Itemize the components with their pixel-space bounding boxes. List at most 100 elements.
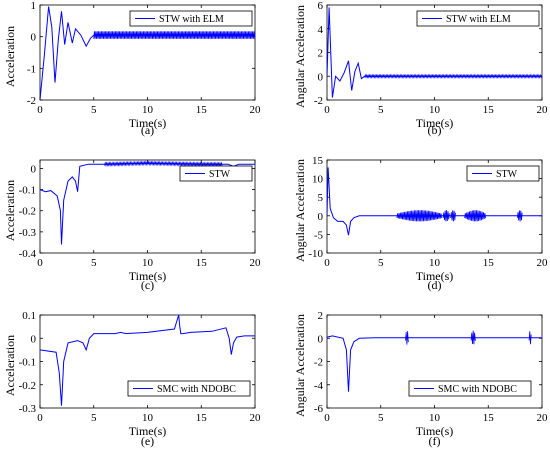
y-tick-label: -0.4 [19,248,37,260]
y-tick-label: -2 [314,95,323,107]
panel-caption: (e) [141,434,154,448]
chart-panel-d: 0 5 10 15 20 -10 -5 0 5 10 15 Time(s) Angular Accele… [293,155,548,292]
y-axis-label: Angular Acceleration [293,5,307,108]
y-axis-label: Acceleration [3,335,17,396]
legend-box: STW [179,165,253,182]
legend-label: SMC with NDOBC [438,384,517,395]
y-axis-label: Angular Acceleration [293,314,307,417]
y-tick-label: -2 [314,357,323,369]
panel-caption: (b) [428,123,442,137]
y-axis-label: Acceleration [3,26,17,87]
y-tick-label: 0 [318,333,324,345]
y-tick-label: -0.3 [19,227,37,239]
panel-caption: (d) [428,278,442,292]
series-oscillation [104,160,223,168]
y-axis-label: Angular Acceleration [293,159,307,262]
x-tick-label: 0 [37,412,43,424]
x-tick-label: 20 [537,412,549,424]
y-tick-label: 0.1 [22,310,36,322]
legend-label: STW [496,169,518,180]
x-tick-label: 20 [537,104,549,116]
legend-frame [466,165,540,182]
y-tick-label: 0 [31,32,37,44]
legend-frame [416,10,540,27]
legend-box: STW with ELM [416,10,540,27]
chart-panel-e: 0 5 10 15 20 -0.3 -0.2 -0.1 0 0.1 Time(s) Accelerat… [3,310,261,448]
y-tick-label: 2 [318,48,324,60]
y-tick-label: 0 [318,211,324,223]
y-tick-label: 0 [31,163,37,175]
y-tick-label: -2 [27,95,36,107]
x-axis-label: Time(s) [129,116,167,130]
y-tick-label: -1 [27,63,36,75]
series-oscillation [464,210,486,222]
y-tick-label: -0.2 [19,206,36,218]
legend-box: SMC with NDOBC [127,380,251,397]
y-tick-label: 1 [31,0,37,12]
x-tick-label: 0 [37,257,43,269]
x-axis-label: Time(s) [129,424,167,438]
legend-box: STW with ELM [129,10,253,27]
legend-frame [127,380,251,397]
y-tick-label: -0.3 [19,403,37,415]
y-tick-label: 2 [318,310,324,322]
y-tick-label: 4 [318,24,324,36]
y-tick-label: -0.1 [19,185,36,197]
x-tick-label: 10 [142,412,154,424]
y-tick-label: 5 [318,192,324,204]
x-tick-label: 15 [196,104,208,116]
x-tick-label: 15 [196,257,208,269]
series-oscillation [364,73,542,79]
x-tick-label: 0 [324,412,330,424]
x-tick-label: 0 [324,257,330,269]
series-line [327,7,542,98]
series-line [40,162,255,245]
x-tick-label: 5 [91,104,97,116]
series-oscillation [396,210,443,222]
y-tick-label: 0 [31,333,37,345]
legend-box: STW [466,165,540,182]
x-tick-label: 10 [429,104,441,116]
series-oscillation [93,31,255,39]
x-axis-label: Time(s) [416,424,454,438]
x-tick-label: 5 [378,412,384,424]
x-tick-label: 10 [429,412,441,424]
legend-frame [408,380,532,397]
x-tick-label: 10 [429,257,441,269]
legend-frame [129,10,253,27]
x-tick-label: 5 [378,257,384,269]
chart-panel-c: 0 5 10 15 20 -0.4 -0.3 -0.2 -0.1 0 Time(s) Accelera… [3,159,261,292]
series-oscillation [528,331,532,345]
x-tick-label: 15 [483,257,495,269]
y-tick-label: -5 [314,229,324,241]
series-line [327,335,542,392]
y-tick-label: -6 [314,403,324,415]
y-tick-label: -10 [308,248,323,260]
legend-frame [179,165,253,182]
x-tick-label: 0 [37,104,43,116]
x-tick-label: 5 [91,257,97,269]
x-tick-label: 15 [483,104,495,116]
legend-label: STW [209,169,231,180]
legend-label: STW with ELM [159,14,224,25]
series-oscillation [405,331,409,345]
x-tick-label: 5 [91,412,97,424]
y-tick-label: 0 [318,71,324,83]
y-tick-label: -0.1 [19,357,36,369]
chart-panel-a: 0 5 10 15 20 -2 -1 0 1 Time(s) Acceleration (a) STW … [3,0,261,137]
x-tick-label: 20 [250,412,262,424]
x-tick-label: 5 [378,104,384,116]
series-oscillation [516,210,523,222]
x-tick-label: 10 [142,104,154,116]
x-tick-label: 0 [324,104,330,116]
y-tick-label: 15 [312,155,324,167]
series-oscillation [470,330,476,345]
x-axis-label: Time(s) [129,269,167,283]
legend-label: STW with ELM [446,14,511,25]
y-tick-label: -0.2 [19,380,36,392]
series-line [40,6,255,100]
x-axis-label: Time(s) [416,116,454,130]
chart-panel-f: 0 5 10 15 20 -6 -4 -2 0 2 Time(s) Angular Accelerat… [293,310,548,448]
